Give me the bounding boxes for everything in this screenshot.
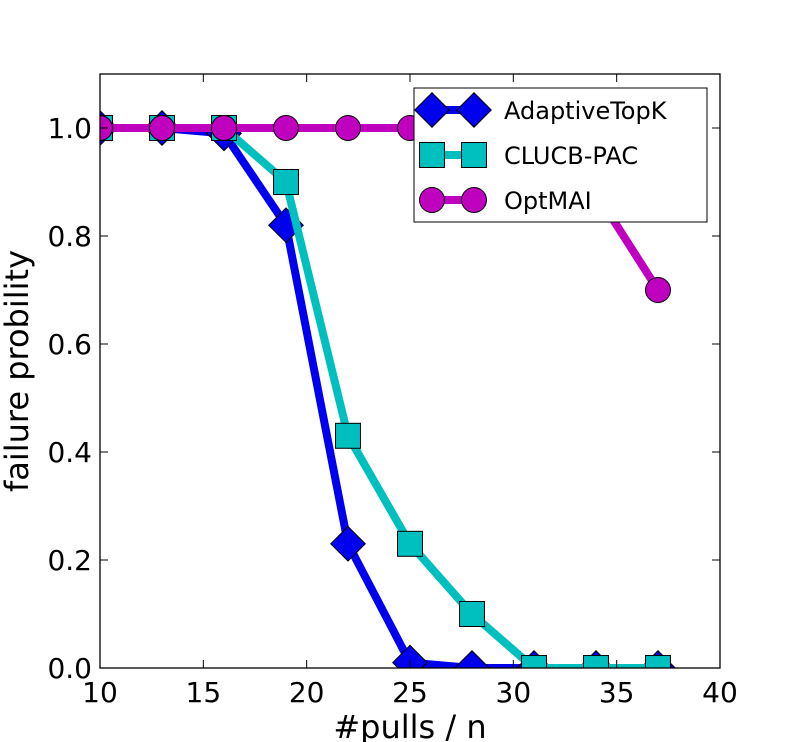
data-point bbox=[645, 655, 671, 668]
ticks-layer: 10 15 20 25 30 35 40 0.0 0.2 0.4 0.6 0.8 1.0 bbox=[47, 74, 738, 709]
legend-marker bbox=[461, 142, 487, 168]
data-point bbox=[645, 277, 671, 303]
x-tick-label: 10 bbox=[82, 676, 118, 709]
data-point bbox=[330, 525, 366, 562]
data-point bbox=[149, 115, 175, 141]
y-tick-label: 1.0 bbox=[47, 112, 92, 145]
x-axis-label: #pulls / n bbox=[333, 708, 486, 742]
data-point bbox=[392, 644, 428, 668]
data-point bbox=[335, 115, 361, 141]
legend-marker bbox=[461, 187, 487, 213]
x-tick-label: 40 bbox=[702, 676, 738, 709]
y-axis-label: failure probility bbox=[0, 250, 36, 492]
x-tick-label: 15 bbox=[186, 676, 222, 709]
legend-entry: OptMAI bbox=[419, 187, 592, 215]
legend-marker bbox=[419, 142, 445, 168]
x-tick-label: 35 bbox=[599, 676, 635, 709]
legend-label: AdaptiveTopK bbox=[504, 97, 668, 125]
series-layer bbox=[100, 110, 676, 668]
data-point bbox=[335, 422, 361, 449]
legend-marker bbox=[419, 187, 445, 213]
data-point bbox=[273, 115, 299, 141]
y-tick-label: 0.8 bbox=[47, 220, 92, 253]
legend: AdaptiveTopK CLUCB-PAC OptMAI bbox=[413, 87, 708, 223]
data-point bbox=[273, 169, 299, 195]
data-point bbox=[454, 650, 490, 668]
data-point bbox=[583, 655, 609, 668]
data-point bbox=[211, 115, 237, 141]
data-point bbox=[397, 530, 423, 557]
x-tick-label: 30 bbox=[496, 676, 532, 709]
legend-label: OptMAI bbox=[504, 187, 592, 215]
legend-marker bbox=[414, 92, 450, 128]
legend-entry: AdaptiveTopK bbox=[414, 92, 668, 128]
y-tick-label: 0.6 bbox=[47, 328, 92, 361]
data-point bbox=[459, 601, 485, 627]
legend-label: CLUCB-PAC bbox=[504, 142, 638, 170]
y-tick-label: 0.0 bbox=[47, 652, 92, 685]
x-tick-label: 25 bbox=[392, 676, 428, 709]
y-tick-label: 0.2 bbox=[47, 544, 92, 577]
legend-marker bbox=[456, 92, 492, 128]
x-tick-label: 20 bbox=[289, 676, 325, 709]
legend-entry: CLUCB-PAC bbox=[419, 142, 638, 170]
y-tick-label: 0.4 bbox=[47, 436, 92, 469]
data-point bbox=[521, 655, 547, 668]
